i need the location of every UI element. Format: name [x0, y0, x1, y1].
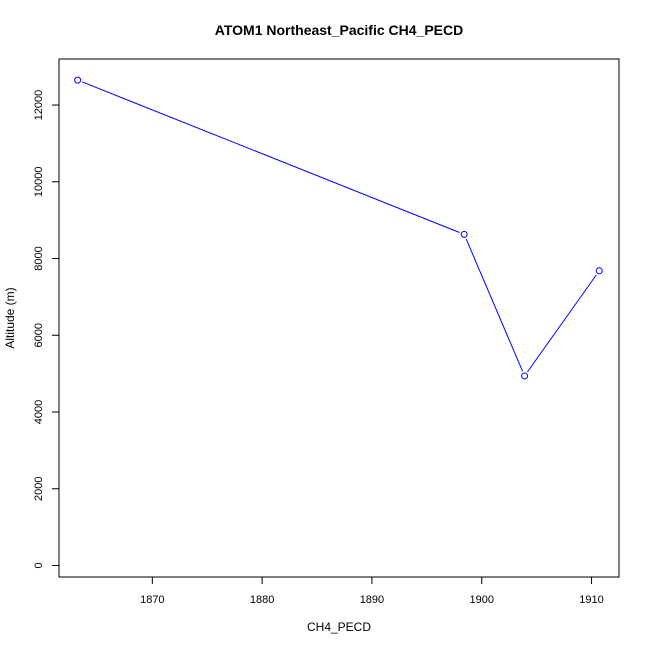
series-line-segment [82, 81, 460, 233]
x-tick-label: 1900 [470, 594, 494, 606]
data-point [74, 76, 82, 84]
x-tick-label: 1890 [360, 594, 384, 606]
x-tick-label: 1870 [140, 594, 164, 606]
y-tick-label: 10000 [33, 166, 45, 197]
series-line-segment [465, 238, 524, 372]
chart-title: ATOM1 Northeast_Pacific CH4_PECD [215, 22, 463, 38]
x-tick-label: 1880 [250, 594, 274, 606]
y-axis: 0 2000 4000 6000 8000 10000 12000 [33, 90, 59, 569]
y-axis-label: Altitude (m) [3, 287, 17, 348]
x-axis-label: CH4_PECD [307, 620, 371, 634]
series-line-segment [527, 274, 597, 373]
y-tick-label: 4000 [33, 400, 45, 424]
plot-frame [58, 58, 620, 578]
y-tick-label: 2000 [33, 477, 45, 501]
data-point [595, 267, 603, 275]
y-tick-label: 8000 [33, 246, 45, 270]
series-layer [74, 76, 603, 380]
data-point [521, 372, 529, 380]
y-tick-label: 0 [33, 562, 45, 568]
x-axis: 1870 1880 1890 1900 1910 [140, 577, 604, 606]
data-point [460, 230, 468, 238]
x-tick-label: 1910 [579, 594, 603, 606]
y-tick-label: 12000 [33, 90, 45, 121]
y-tick-label: 6000 [33, 323, 45, 347]
